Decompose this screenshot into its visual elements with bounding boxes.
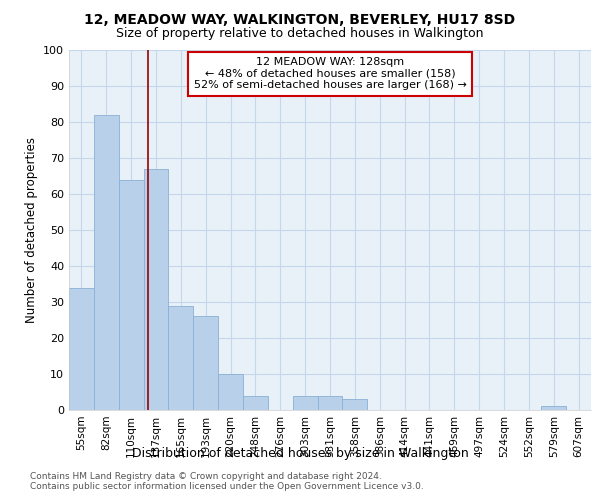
Bar: [343, 399, 367, 410]
Text: Contains public sector information licensed under the Open Government Licence v3: Contains public sector information licen…: [30, 482, 424, 491]
Bar: [169, 306, 193, 410]
Bar: [541, 406, 566, 410]
Bar: [293, 396, 317, 410]
Bar: [317, 396, 343, 410]
Y-axis label: Number of detached properties: Number of detached properties: [25, 137, 38, 323]
Bar: [94, 115, 119, 410]
Text: Size of property relative to detached houses in Walkington: Size of property relative to detached ho…: [116, 28, 484, 40]
Text: 12, MEADOW WAY, WALKINGTON, BEVERLEY, HU17 8SD: 12, MEADOW WAY, WALKINGTON, BEVERLEY, HU…: [85, 12, 515, 26]
Text: Contains HM Land Registry data © Crown copyright and database right 2024.: Contains HM Land Registry data © Crown c…: [30, 472, 382, 481]
Text: Distribution of detached houses by size in Walkington: Distribution of detached houses by size …: [131, 448, 469, 460]
Bar: [243, 396, 268, 410]
Bar: [218, 374, 243, 410]
Bar: [143, 169, 169, 410]
Bar: [119, 180, 143, 410]
Bar: [193, 316, 218, 410]
Bar: [69, 288, 94, 410]
Text: 12 MEADOW WAY: 128sqm
← 48% of detached houses are smaller (158)
52% of semi-det: 12 MEADOW WAY: 128sqm ← 48% of detached …: [194, 57, 466, 90]
